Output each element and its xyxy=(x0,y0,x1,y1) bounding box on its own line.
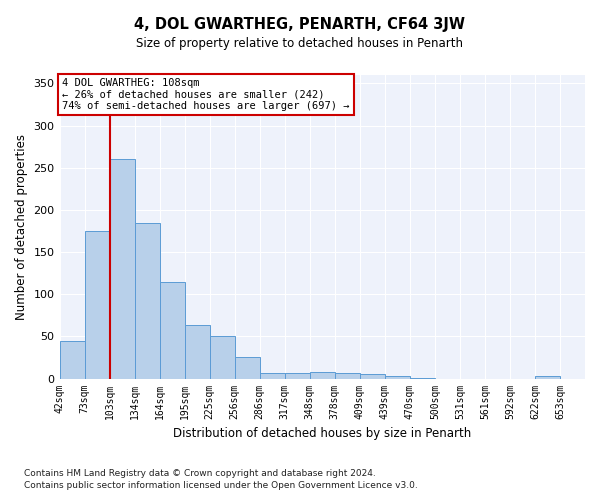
Bar xyxy=(185,324,209,378)
Text: 4, DOL GWARTHEG, PENARTH, CF64 3JW: 4, DOL GWARTHEG, PENARTH, CF64 3JW xyxy=(134,18,466,32)
Bar xyxy=(235,358,260,378)
Bar xyxy=(134,224,160,378)
X-axis label: Distribution of detached houses by size in Penarth: Distribution of detached houses by size … xyxy=(173,427,472,440)
Bar xyxy=(209,336,235,378)
Bar xyxy=(160,282,185,378)
Bar xyxy=(85,231,110,378)
Text: Contains public sector information licensed under the Open Government Licence v3: Contains public sector information licen… xyxy=(24,481,418,490)
Text: Contains HM Land Registry data © Crown copyright and database right 2024.: Contains HM Land Registry data © Crown c… xyxy=(24,468,376,477)
Bar xyxy=(110,160,134,378)
Bar xyxy=(385,376,410,378)
Bar xyxy=(59,342,85,378)
Bar xyxy=(360,374,385,378)
Bar xyxy=(310,372,335,378)
Y-axis label: Number of detached properties: Number of detached properties xyxy=(15,134,28,320)
Bar xyxy=(285,374,310,378)
Bar xyxy=(535,376,560,378)
Text: Size of property relative to detached houses in Penarth: Size of property relative to detached ho… xyxy=(137,38,464,51)
Text: 4 DOL GWARTHEG: 108sqm
← 26% of detached houses are smaller (242)
74% of semi-de: 4 DOL GWARTHEG: 108sqm ← 26% of detached… xyxy=(62,78,350,111)
Bar xyxy=(260,372,285,378)
Bar xyxy=(335,372,360,378)
